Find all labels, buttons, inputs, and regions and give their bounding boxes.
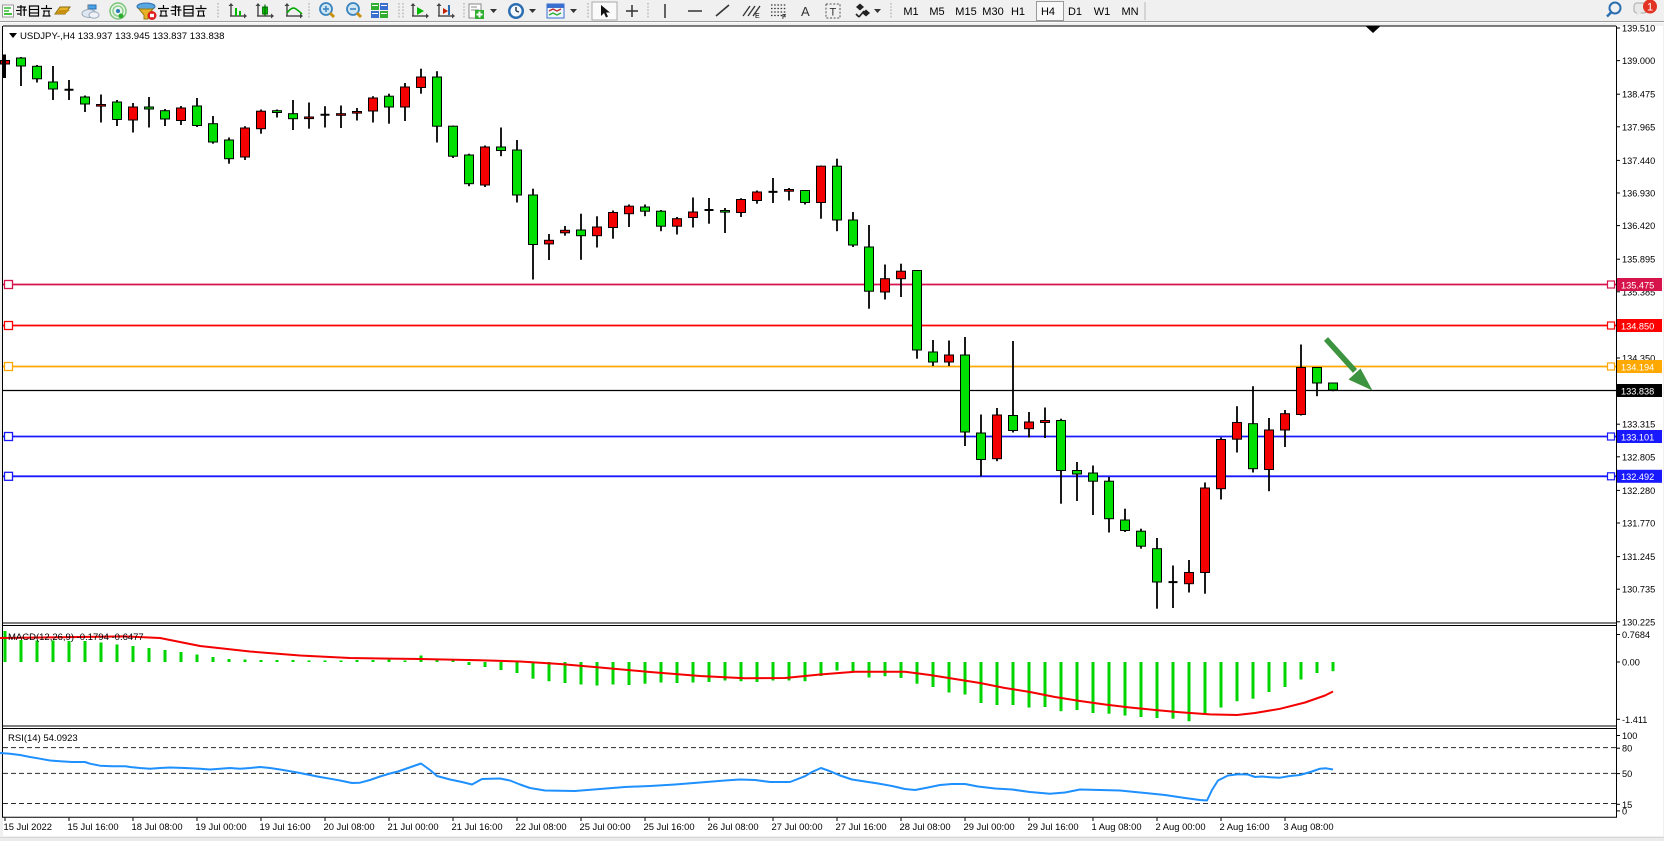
svg-text:21 Jul 00:00: 21 Jul 00:00 — [388, 821, 439, 832]
svg-text:M15: M15 — [955, 6, 976, 18]
svg-text:A: A — [801, 4, 810, 19]
svg-text:18 Jul 08:00: 18 Jul 08:00 — [132, 821, 183, 832]
svg-text:RSI(14) 54.0923: RSI(14) 54.0923 — [8, 733, 78, 744]
svg-text:M30: M30 — [982, 6, 1003, 18]
svg-text:27 Jul 16:00: 27 Jul 16:00 — [836, 821, 887, 832]
svg-text:137.965: 137.965 — [1622, 122, 1655, 132]
svg-text:MN: MN — [1121, 6, 1138, 18]
svg-text:F: F — [782, 14, 786, 21]
svg-text:M5: M5 — [929, 6, 944, 18]
svg-text:3 Aug 08:00: 3 Aug 08:00 — [1284, 821, 1334, 832]
svg-text:135.475: 135.475 — [1621, 280, 1654, 290]
svg-text:138.475: 138.475 — [1622, 90, 1655, 100]
svg-text:131.245: 131.245 — [1622, 552, 1655, 562]
svg-text:137.440: 137.440 — [1622, 156, 1655, 166]
svg-text:130.735: 130.735 — [1622, 585, 1655, 595]
svg-text:H4: H4 — [1041, 6, 1055, 18]
svg-text:20 Jul 08:00: 20 Jul 08:00 — [324, 821, 375, 832]
svg-text:133.101: 133.101 — [1621, 432, 1654, 442]
svg-text:H1: H1 — [1011, 6, 1025, 18]
svg-text:22 Jul 08:00: 22 Jul 08:00 — [516, 821, 567, 832]
svg-text:139.510: 139.510 — [1622, 24, 1655, 34]
svg-text:136.930: 136.930 — [1622, 189, 1655, 199]
svg-text:1: 1 — [1647, 2, 1653, 14]
svg-text:80: 80 — [1622, 744, 1632, 754]
svg-text:21 Jul 16:00: 21 Jul 16:00 — [452, 821, 503, 832]
svg-text:27 Jul 00:00: 27 Jul 00:00 — [772, 821, 823, 832]
svg-text:15 Jul 16:00: 15 Jul 16:00 — [68, 821, 119, 832]
svg-text:133.315: 133.315 — [1622, 420, 1655, 430]
svg-text:15: 15 — [1622, 800, 1632, 810]
svg-text:26 Jul 08:00: 26 Jul 08:00 — [708, 821, 759, 832]
svg-text:E: E — [755, 13, 760, 20]
svg-text:1 Aug 08:00: 1 Aug 08:00 — [1092, 821, 1142, 832]
svg-text:USDJPY-,H4 133.937 133.945 13: USDJPY-,H4 133.937 133.945 133.837 133.8… — [20, 31, 224, 42]
svg-text:0.7684: 0.7684 — [1622, 630, 1650, 640]
svg-text:T: T — [830, 7, 837, 19]
svg-text:2 Aug 00:00: 2 Aug 00:00 — [1156, 821, 1206, 832]
svg-text:29 Jul 16:00: 29 Jul 16:00 — [1028, 821, 1079, 832]
svg-text:134.350: 134.350 — [1622, 354, 1655, 364]
svg-text:25 Jul 16:00: 25 Jul 16:00 — [644, 821, 695, 832]
svg-text:25 Jul 00:00: 25 Jul 00:00 — [580, 821, 631, 832]
svg-text:M1: M1 — [903, 6, 918, 18]
svg-text:D1: D1 — [1068, 6, 1082, 18]
svg-text:0: 0 — [1622, 806, 1627, 816]
svg-text:134.194: 134.194 — [1621, 362, 1654, 372]
svg-text:MACD(12,26,9) -0.1794 -0.6477: MACD(12,26,9) -0.1794 -0.6477 — [8, 632, 144, 643]
svg-text:136.420: 136.420 — [1622, 221, 1655, 231]
svg-text:0.00: 0.00 — [1622, 658, 1640, 668]
svg-text:2 Aug 16:00: 2 Aug 16:00 — [1220, 821, 1270, 832]
svg-text:50: 50 — [1622, 769, 1632, 779]
svg-text:19 Jul 16:00: 19 Jul 16:00 — [260, 821, 311, 832]
svg-text:131.770: 131.770 — [1622, 519, 1655, 529]
svg-text:29 Jul 00:00: 29 Jul 00:00 — [964, 821, 1015, 832]
svg-text:135.895: 135.895 — [1622, 255, 1655, 265]
svg-text:19 Jul 00:00: 19 Jul 00:00 — [196, 821, 247, 832]
svg-text:139.000: 139.000 — [1622, 56, 1655, 66]
svg-text:132.492: 132.492 — [1621, 472, 1654, 482]
svg-text:100: 100 — [1622, 731, 1637, 741]
svg-text:133.838: 133.838 — [1621, 386, 1654, 396]
svg-text:W1: W1 — [1094, 6, 1111, 18]
svg-text:28 Jul 08:00: 28 Jul 08:00 — [900, 821, 951, 832]
svg-text:130.225: 130.225 — [1622, 617, 1655, 627]
svg-text:-1.411: -1.411 — [1622, 715, 1647, 725]
svg-text:15 Jul 2022: 15 Jul 2022 — [4, 821, 52, 832]
svg-text:135.385: 135.385 — [1622, 287, 1655, 297]
svg-text:132.805: 132.805 — [1622, 452, 1655, 462]
svg-text:132.280: 132.280 — [1622, 486, 1655, 496]
svg-text:134.850: 134.850 — [1621, 321, 1654, 331]
